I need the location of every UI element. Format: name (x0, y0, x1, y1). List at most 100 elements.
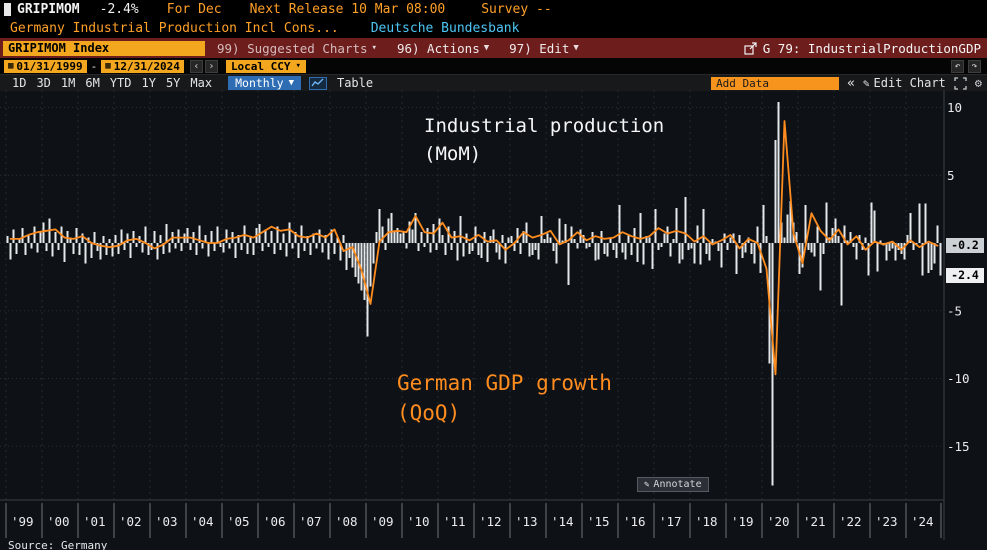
y-axis-label: 10 (947, 100, 962, 115)
start-date-value: 01/31/1999 (16, 59, 83, 73)
x-axis-label: '02 (119, 514, 142, 529)
edit-chart-label: Edit Chart (873, 76, 946, 90)
period-label: For Dec (166, 2, 222, 17)
actions-label: 96) Actions (396, 40, 480, 56)
x-axis-label: '99 (11, 514, 34, 529)
currency-select[interactable]: Local CCY ▾ (225, 59, 306, 73)
x-axis-label: '06 (263, 514, 286, 529)
next-release: Next Release 10 Mar 08:00 (249, 2, 446, 17)
x-axis-label: '09 (371, 514, 394, 529)
chevron-down-icon: ▼ (573, 43, 579, 53)
period-button-1m[interactable]: 1M (60, 76, 76, 90)
period-button-6m[interactable]: 6M (85, 76, 100, 90)
x-axis-label: '00 (47, 514, 70, 529)
x-axis-label: '22 (839, 514, 862, 529)
security-info-bar: GRIPIMOM -2.4% For Dec Next Release 10 M… (0, 0, 987, 19)
last-value-axis-label: -2.4 (946, 268, 984, 283)
end-date-value: 12/31/2024 (113, 59, 180, 73)
expand-chart-icon[interactable] (954, 76, 967, 90)
x-axis-label: '01 (83, 514, 106, 529)
chart-type-icon[interactable] (308, 76, 327, 90)
x-axis-label: '19 (731, 514, 754, 529)
chart-canvas[interactable]: '99 '00 '01 '02 '03 '04 '05 '06 '07 '08 '09 '10 '11 '… (0, 90, 987, 550)
period-button-ytd[interactable]: YTD (109, 76, 132, 90)
chevron-down-icon: ▾ (295, 61, 301, 71)
x-axis-label: '14 (551, 514, 574, 529)
date-range-bar: ▦ 01/31/1999 - ▦ 12/31/2024 ‹ › Local CC… (0, 58, 987, 74)
x-axis-label: '20 (767, 514, 790, 529)
pencil-icon: ✎ (644, 479, 650, 490)
x-axis-label: '13 (515, 514, 538, 529)
chevron-down-icon: ▼ (483, 43, 490, 53)
shift-range-forward-button[interactable]: › (204, 59, 218, 73)
calendar-icon: ▦ (105, 61, 111, 71)
x-axis-label: '11 (443, 514, 466, 529)
y-axis-label: -15 (947, 439, 970, 454)
pencil-icon: ✎ (862, 76, 870, 90)
end-date-field[interactable]: ▦ 12/31/2024 (101, 59, 184, 73)
x-axis-label: '08 (335, 514, 358, 529)
description-bar: Germany Industrial Production Incl Cons.… (0, 19, 987, 38)
chevron-down-icon: ▾ (371, 43, 377, 53)
collapse-panel-icon[interactable]: « (847, 75, 855, 91)
frequency-select[interactable]: Monthly ▼ (228, 76, 301, 90)
chart-id-label: G 79: IndustrialProductionGDP (762, 40, 981, 56)
add-data-input[interactable]: Add Data (711, 76, 840, 90)
x-axis-label: '07 (299, 514, 322, 529)
edit-menu[interactable]: 97) Edit ▼ (509, 41, 579, 56)
period-button-1y[interactable]: 1Y (141, 76, 156, 90)
x-axis-label: '16 (623, 514, 646, 529)
y-gridlines (0, 107, 944, 447)
security-description: Germany Industrial Production Incl Cons.… (10, 21, 339, 36)
survey-value: Survey -- (481, 2, 552, 17)
x-axis-label: '10 (407, 514, 430, 529)
line-series (9, 120, 939, 376)
x-gridlines (5, 90, 907, 500)
edit-chart-button[interactable]: ✎ Edit Chart (863, 76, 946, 90)
undo-button[interactable]: ↶ (951, 59, 964, 73)
start-date-field[interactable]: ▦ 01/31/1999 (4, 59, 87, 73)
period-button-group: 1D 3D 1M 6M YTD 1Y 5Y Max (12, 76, 222, 90)
suggested-charts-menu[interactable]: 99) Suggested Charts ▾ (217, 41, 377, 56)
x-axis-label: '04 (191, 514, 214, 529)
date-separator: - (90, 59, 98, 73)
bars-series (6, 102, 942, 486)
x-axis-label: '05 (227, 514, 250, 529)
chart-toolbar: 1D 3D 1M 6M YTD 1Y 5Y Max Monthly ▼ Table Add D… (0, 74, 987, 91)
x-axis-label: '17 (659, 514, 682, 529)
security-input[interactable]: GRIPIMOM Index (3, 40, 205, 56)
gear-icon[interactable]: ⚙ (974, 76, 982, 90)
source-attribution: Source: Germany (8, 539, 108, 550)
ticker: GRIPIMOM (17, 2, 80, 17)
period-button-5y[interactable]: 5Y (165, 76, 181, 90)
frequency-value: Monthly (235, 76, 284, 90)
data-source-name: Deutsche Bundesbank (370, 21, 520, 36)
period-button-max[interactable]: Max (190, 76, 213, 90)
calendar-icon: ▦ (8, 61, 14, 71)
redo-button[interactable]: ↷ (968, 59, 981, 73)
y-axis-label: 5 (947, 168, 955, 183)
edit-label: 97) Edit (509, 40, 570, 56)
cursor-block-icon (4, 3, 11, 16)
y-axis-label: -10 (947, 371, 970, 386)
shift-range-back-button[interactable]: ‹ (189, 59, 203, 73)
chevron-down-icon: ▼ (288, 78, 294, 88)
period-button-1d[interactable]: 1D (12, 76, 27, 90)
annotate-label: Annotate (653, 479, 702, 490)
x-axis-label: '23 (875, 514, 898, 529)
last-change: -2.4% (99, 2, 139, 17)
period-button-3d[interactable]: 3D (36, 76, 51, 90)
x-axis-label: '24 (911, 514, 934, 529)
security-input-value: GRIPIMOM Index (8, 40, 110, 55)
x-axis: '99 '00 '01 '02 '03 '04 '05 '06 '07 '08 '09 '10 '11 '… (5, 503, 942, 538)
x-axis-label: '12 (479, 514, 502, 529)
suggested-charts-label: 99) Suggested Charts (217, 40, 368, 56)
actions-menu[interactable]: 96) Actions ▼ (397, 41, 489, 56)
export-chart-icon[interactable] (744, 41, 757, 55)
annotate-button[interactable]: ✎ Annotate (637, 477, 709, 492)
table-view-button[interactable]: Table (336, 76, 374, 90)
axis-frame (0, 90, 945, 540)
function-menu-bar: GRIPIMOM Index 99) Suggested Charts ▾ 96… (0, 38, 987, 58)
x-axis-label: '15 (587, 514, 610, 529)
